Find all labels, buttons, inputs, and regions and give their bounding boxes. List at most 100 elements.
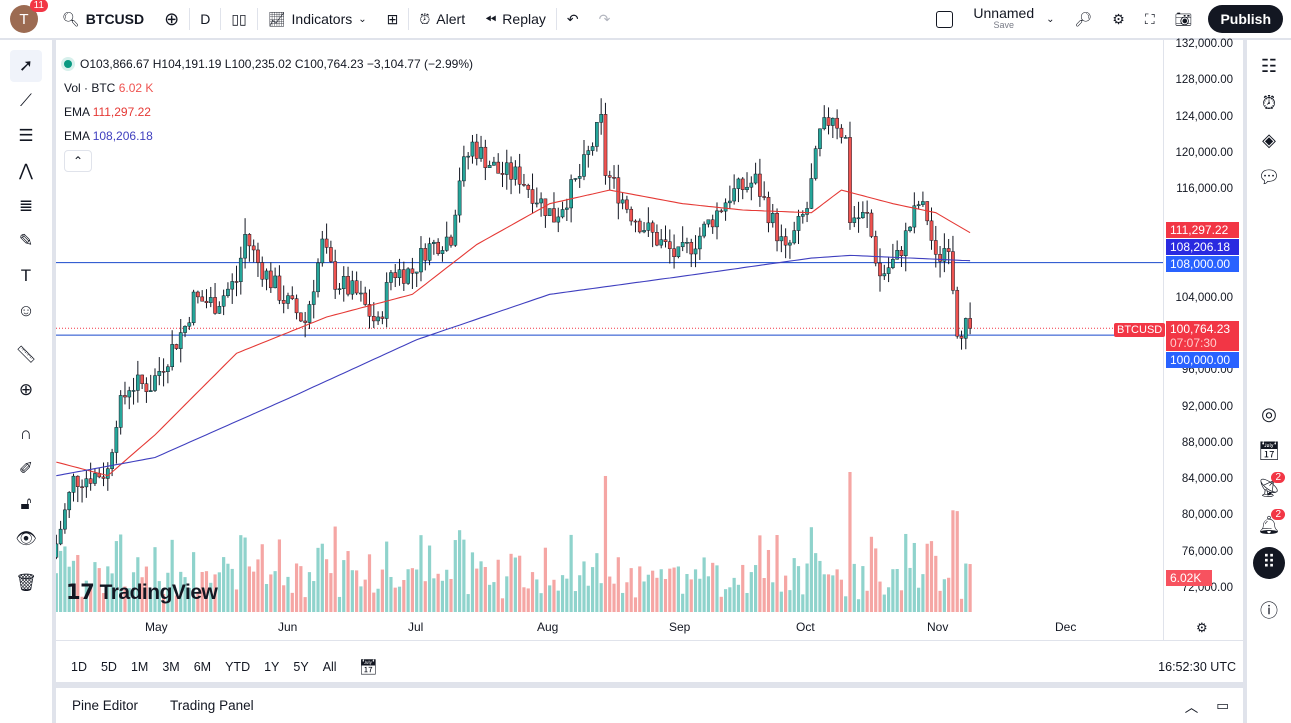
layouts-button[interactable]: ⊞: [377, 0, 409, 38]
volume-bar: [633, 597, 638, 612]
range-button-6m[interactable]: 6M: [193, 660, 212, 674]
chart-legend: O103,866.67 H104,191.19 L100,235.02 C100…: [64, 52, 473, 172]
volume-bar: [775, 535, 779, 612]
candle-body: [84, 478, 89, 488]
target-icon[interactable]: ◎: [1261, 404, 1277, 424]
volume-bar: [470, 552, 475, 612]
emoji-tool[interactable]: ☺: [17, 301, 35, 320]
volume-value: 6.02 K: [118, 81, 154, 95]
range-button-1y[interactable]: 1Y: [264, 660, 280, 674]
date-range-icon[interactable]: 📅︎: [358, 659, 378, 676]
volume-bar: [711, 562, 715, 612]
interval-button[interactable]: D: [200, 11, 211, 27]
candle-body: [238, 257, 243, 282]
volume-bar: [839, 579, 843, 612]
candle-body: [779, 236, 784, 242]
volume-bar: [380, 569, 384, 612]
volume-bar: [814, 553, 818, 612]
ema1-legend[interactable]: EMA 111,297.22: [64, 100, 473, 124]
maximize-panel-icon[interactable]: ▭: [1216, 697, 1229, 713]
volume-bar: [663, 578, 668, 612]
range-button-5y[interactable]: 5Y: [293, 660, 309, 674]
compare-button[interactable]: ⊕: [154, 0, 189, 38]
replay-button[interactable]: ⏪︎ Replay: [475, 0, 556, 38]
trash-icon[interactable]: 🗑︎: [15, 573, 37, 592]
help-icon[interactable]: ⓘ: [1260, 600, 1278, 621]
volume-bar: [153, 547, 157, 612]
candles-icon: ▯▯: [231, 10, 247, 27]
range-button-5d[interactable]: 5D: [100, 660, 117, 674]
pine-editor-tab[interactable]: Pine Editor: [72, 698, 139, 713]
candle-body: [912, 205, 917, 228]
eye-icon[interactable]: 👁︎: [15, 529, 37, 548]
collapse-legend-button[interactable]: ⌃: [64, 150, 92, 172]
ema2-legend[interactable]: EMA 108,206.18: [64, 124, 473, 148]
trading-panel-tab[interactable]: Trading Panel: [170, 698, 254, 713]
symbol-search[interactable]: 🔍︎ BTCUSD: [52, 0, 154, 38]
publish-button[interactable]: Publish: [1208, 5, 1283, 33]
volume-bar: [230, 568, 234, 612]
alert-button[interactable]: ⏰︎ Alert: [409, 0, 475, 38]
layers-icon[interactable]: ◈: [1262, 130, 1276, 150]
notifications-bell-icon[interactable]: 🔔︎ 2: [1247, 507, 1291, 544]
volume-bar: [552, 579, 556, 612]
tradingview-logo[interactable]: 𝟭𝟳 TradingView: [66, 580, 218, 605]
chart-pane[interactable]: O103,866.67 H104,191.19 L100,235.02 C100…: [56, 38, 1243, 682]
candle-body: [719, 210, 724, 213]
pattern-tool[interactable]: ⋀: [19, 161, 33, 180]
candle-body: [676, 246, 681, 257]
layout-menu[interactable]: Unnamed Save ⌄: [926, 0, 1064, 38]
range-button-all[interactable]: All: [322, 660, 337, 674]
volume-bar: [449, 578, 453, 612]
divider: [189, 8, 191, 30]
fullscreen-button[interactable]: ⛶: [1135, 0, 1165, 38]
lock-drawing-tool[interactable]: ✐: [18, 459, 34, 478]
apps-grid-icon[interactable]: ⠿: [1247, 544, 1291, 581]
watchlist-icon[interactable]: ☷: [1260, 56, 1278, 76]
calendar-icon[interactable]: 📅︎: [1257, 441, 1281, 461]
range-button-1d[interactable]: 1D: [71, 660, 87, 674]
chat-icon[interactable]: 💬︎: [1257, 167, 1281, 187]
redo-button[interactable]: ↷: [589, 0, 621, 38]
volume-bar: [706, 576, 711, 612]
range-button-1m[interactable]: 1M: [130, 660, 149, 674]
price-chart[interactable]: [56, 40, 1243, 652]
brush-tool[interactable]: ✎: [18, 231, 34, 250]
range-button-3m[interactable]: 3M: [162, 660, 180, 674]
candle-body: [277, 275, 282, 301]
fib-tool[interactable]: ≣: [18, 196, 34, 215]
cursor-tool[interactable]: ➚: [10, 50, 42, 82]
clock[interactable]: 16:52:30 UTC: [1158, 660, 1236, 674]
volume-bar: [921, 574, 925, 612]
volume-bar: [934, 555, 938, 612]
candle-body: [603, 114, 608, 176]
horizontal-lines-tool[interactable]: ☰: [18, 126, 34, 145]
time-axis-settings[interactable]: ⚙: [1196, 620, 1208, 635]
trendline-tool[interactable]: ⟋: [20, 91, 32, 110]
volume-bar: [427, 545, 432, 612]
indicators-button[interactable]: 📈︎ Indicators ⌄: [258, 0, 377, 38]
volume-bar: [440, 580, 445, 612]
magnet-tool[interactable]: ∩: [19, 424, 33, 443]
zoom-tool[interactable]: ⊕: [18, 380, 34, 399]
lock-icon[interactable]: 🔓︎: [20, 494, 32, 513]
volume-bar: [723, 589, 728, 612]
settings-button[interactable]: ⚙: [1102, 0, 1135, 38]
chevron-down-icon: ⌄: [1046, 13, 1055, 25]
candle-body: [393, 272, 398, 278]
bottom-panel: Pine Editor Trading Panel ︿ ▭: [56, 688, 1243, 723]
alarm-clock-icon[interactable]: ⏰︎: [1261, 93, 1277, 113]
range-button-ytd[interactable]: YTD: [225, 660, 251, 674]
ruler-tool[interactable]: 📏︎: [15, 345, 37, 364]
ideas-stream-icon[interactable]: 📡︎ 2: [1247, 470, 1291, 507]
snapshot-button[interactable]: 📷︎: [1165, 0, 1203, 38]
volume-legend[interactable]: Vol · BTC 6.02 K: [64, 76, 473, 100]
text-tool[interactable]: T: [20, 266, 32, 285]
chevron-up-icon[interactable]: ︿: [1184, 699, 1199, 715]
volume-bar: [809, 527, 813, 612]
avatar[interactable]: T 11: [10, 0, 48, 33]
quick-search-button[interactable]: 🔎︎: [1065, 0, 1103, 38]
candle-body: [650, 222, 655, 233]
undo-button[interactable]: ↶: [557, 0, 589, 38]
chart-type-button[interactable]: ▯▯: [221, 0, 256, 38]
